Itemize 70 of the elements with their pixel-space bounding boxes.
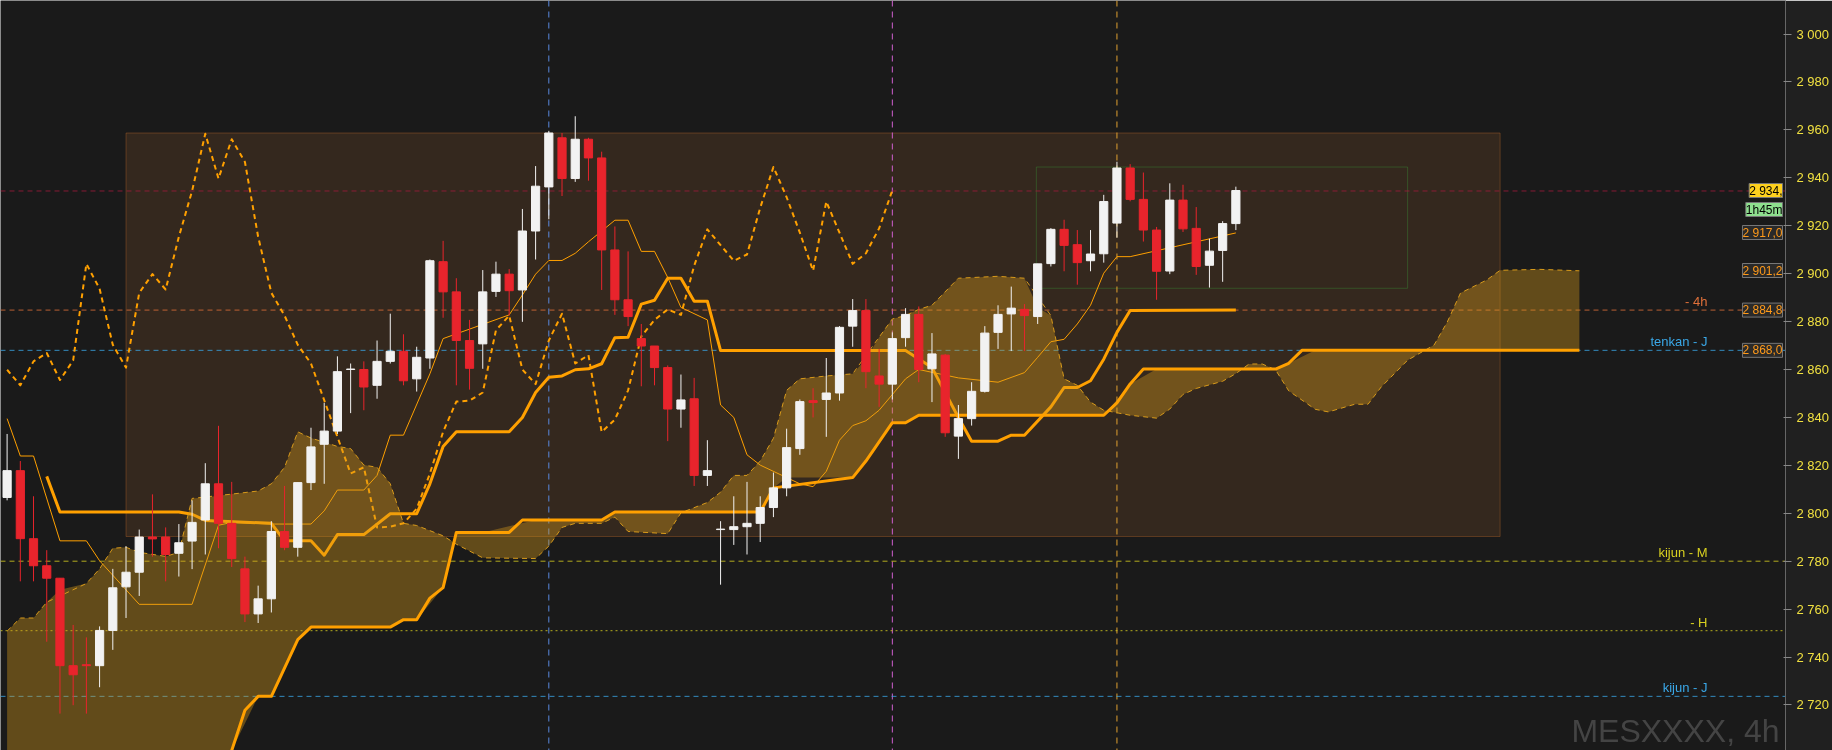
text: 2 901,2 bbox=[1742, 263, 1783, 278]
candlestick bbox=[702, 439, 712, 487]
y-tick-label: 2 720 bbox=[1796, 697, 1830, 713]
candlestick bbox=[504, 268, 514, 317]
candlestick bbox=[1204, 238, 1215, 289]
candlestick bbox=[993, 304, 1003, 350]
candlestick bbox=[768, 472, 779, 518]
candlestick bbox=[953, 404, 963, 460]
candlestick bbox=[808, 387, 818, 418]
candlestick bbox=[755, 495, 765, 543]
candlestick bbox=[491, 261, 501, 298]
y-tick-label: 2 980 bbox=[1796, 74, 1830, 90]
candlestick bbox=[715, 520, 726, 586]
candlestick bbox=[346, 363, 356, 414]
candlestick bbox=[927, 332, 937, 403]
candlestick bbox=[848, 298, 858, 348]
ref-line-label: kijun - M bbox=[1658, 545, 1708, 561]
candlestick bbox=[319, 402, 329, 485]
y-tick-label: 2 820 bbox=[1796, 457, 1830, 473]
candlestick bbox=[729, 495, 739, 546]
candlestick bbox=[253, 585, 263, 624]
candlestick bbox=[121, 545, 131, 619]
y-tick-label: 3 000 bbox=[1796, 26, 1830, 42]
candlestick bbox=[81, 636, 91, 715]
candlestick bbox=[42, 549, 52, 643]
candlestick bbox=[1059, 219, 1069, 272]
y-tick-label: 2 800 bbox=[1796, 505, 1830, 521]
candlestick bbox=[821, 357, 831, 438]
candlestick bbox=[187, 499, 197, 570]
text: 1h45m bbox=[1745, 202, 1783, 217]
candlestick bbox=[1006, 286, 1016, 352]
y-tick-label: 2 840 bbox=[1796, 409, 1830, 425]
candlestick bbox=[874, 348, 884, 408]
y-tick-label: 2 960 bbox=[1796, 122, 1830, 138]
y-tick-label: 2 860 bbox=[1796, 362, 1830, 378]
candlestick bbox=[649, 345, 660, 386]
candlestick bbox=[147, 493, 158, 558]
annotation: 2 884,8 bbox=[1742, 303, 1783, 318]
candlestick bbox=[174, 523, 184, 578]
candlestick bbox=[412, 346, 422, 393]
y-tick-label: 2 740 bbox=[1796, 649, 1830, 665]
candlestick bbox=[900, 307, 911, 348]
candlestick bbox=[161, 526, 171, 582]
y-tick-label: 2 920 bbox=[1796, 218, 1830, 234]
y-tick-label: 2 900 bbox=[1796, 266, 1830, 282]
y-tick-label: 2 760 bbox=[1796, 601, 1830, 617]
y-tick-label: 2 940 bbox=[1796, 170, 1830, 186]
y-tick-label: 2 880 bbox=[1796, 314, 1830, 330]
candlestick bbox=[372, 340, 382, 400]
candlestick bbox=[1085, 229, 1096, 272]
candlestick bbox=[68, 624, 78, 706]
ref-line-label: - H bbox=[1690, 614, 1708, 630]
candlestick bbox=[1019, 303, 1030, 352]
candlestick bbox=[623, 250, 633, 327]
candlestick bbox=[742, 481, 752, 555]
candlestick bbox=[676, 374, 686, 429]
candlestick bbox=[1072, 229, 1082, 286]
y-tick-label: 2 780 bbox=[1796, 553, 1830, 569]
annotation: 2 934, bbox=[1749, 183, 1783, 198]
candlestick bbox=[636, 323, 646, 387]
ref-line-label: kijun - J bbox=[1662, 680, 1708, 696]
candlestick bbox=[279, 485, 290, 551]
line-series bbox=[6, 268, 1580, 632]
ref-line-label: - 4h bbox=[1685, 294, 1708, 310]
annotation: 2 868,0 bbox=[1742, 343, 1783, 358]
candlestick bbox=[385, 313, 395, 365]
candlestick bbox=[583, 137, 594, 182]
ref-line-label: tenkan - J bbox=[1650, 334, 1708, 350]
text: 2 917,0 bbox=[1742, 225, 1783, 240]
candlestick bbox=[359, 360, 369, 411]
